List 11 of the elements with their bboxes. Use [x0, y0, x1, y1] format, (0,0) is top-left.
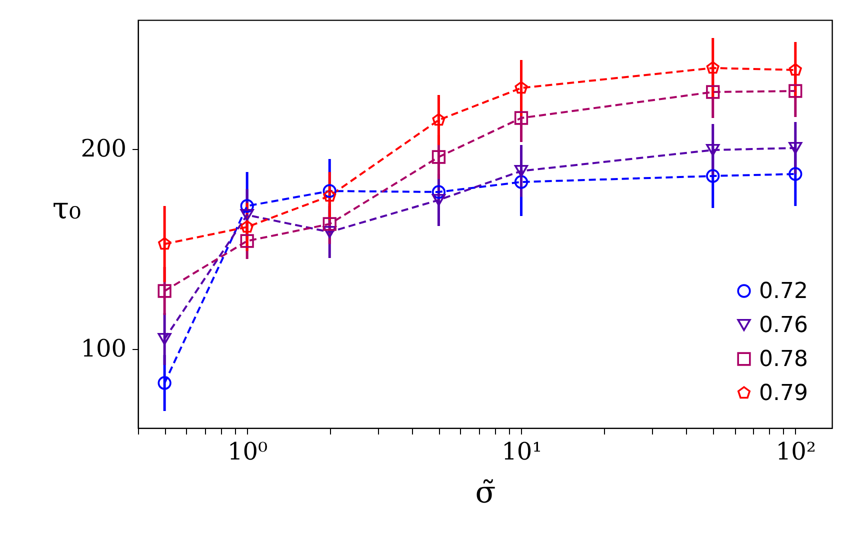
y-axis-title: τ₀ [52, 192, 82, 226]
legend-label: 0.79 [759, 381, 808, 406]
x-tick-label: 10¹ [502, 438, 542, 466]
x-tick-label: 10² [776, 438, 816, 466]
x-axis-title: σ̃ [475, 476, 496, 510]
legend-label: 0.78 [759, 347, 808, 372]
legend-label: 0.72 [759, 279, 808, 304]
legend-label: 0.76 [759, 313, 808, 338]
y-tick-label: 200 [80, 134, 126, 162]
y-tick-label: 100 [80, 334, 126, 362]
x-tick-label: 10⁰ [228, 438, 268, 466]
